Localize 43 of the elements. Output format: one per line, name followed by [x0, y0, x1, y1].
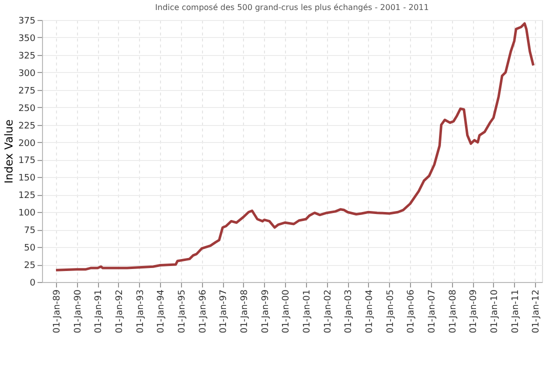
x-tick-label: 01-Jan-92 — [114, 290, 125, 334]
y-tick-label: 300 — [18, 68, 36, 79]
x-tick-label: 01-Jan-95 — [177, 290, 188, 334]
y-tick-label: 50 — [24, 244, 36, 254]
y-tick-label: 375 — [18, 16, 36, 26]
x-tick-label: 01-Jan-10 — [490, 289, 500, 334]
x-tick-label: 01-Jan-96 — [198, 289, 208, 334]
x-tick-label: 01-Jan-11 — [510, 290, 521, 334]
x-tick-label: 01-Jan-94 — [156, 289, 167, 334]
x-tick-label: 01-Jan-97 — [219, 290, 230, 334]
y-tick-label: 275 — [18, 86, 36, 96]
x-tick-label: 01-Jan-02 — [323, 290, 334, 334]
y-tick-label: 75 — [24, 226, 36, 236]
x-tick-label: 01-Jan-89 — [52, 289, 62, 334]
line-series — [54, 22, 535, 272]
y-tick-label: 100 — [18, 208, 36, 219]
x-tick-label: 01-Jan-05 — [386, 290, 396, 334]
y-tick-label: 125 — [18, 191, 36, 202]
y-tick-label: 25 — [24, 261, 36, 272]
y-axis-title: Index Value — [2, 119, 16, 184]
x-tick-label: 01-Jan-91 — [94, 290, 104, 334]
x-tick-label: 01-Jan-07 — [427, 290, 438, 334]
y-tick-label: 225 — [18, 121, 36, 132]
y-tick-label: 150 — [18, 174, 36, 184]
x-tick-label: 01-Jan-00 — [282, 289, 292, 334]
y-tick-label: 0 — [30, 278, 36, 288]
y-tick-label: 200 — [18, 138, 36, 149]
x-tick-label: 01-Jan-99 — [260, 289, 271, 334]
chart-title: Indice composé des 500 grand-crus les plus échangés - 2001 - 2011 — [155, 3, 429, 12]
x-tick-label: 01-Jan-93 — [136, 290, 146, 334]
y-tick-label: 350 — [18, 34, 36, 44]
x-tick-label: 01-Jan-09 — [469, 289, 480, 334]
x-tick-label: 01-Jan-12 — [532, 290, 542, 334]
y-tick-label: 325 — [18, 51, 36, 62]
y-tick-label: 250 — [18, 104, 36, 114]
x-tick-label: 01-Jan-03 — [344, 290, 354, 334]
y-tick-label: 175 — [18, 156, 36, 166]
x-tick-label: 01-Jan-08 — [448, 289, 458, 334]
x-tick-label: 01-Jan-04 — [364, 289, 375, 334]
x-tick-label: 01-Jan-90 — [73, 289, 84, 334]
x-tick-label: 01-Jan-01 — [302, 290, 312, 334]
x-tick-label: 01-Jan-06 — [406, 289, 417, 334]
x-tick-label: 01-Jan-98 — [240, 289, 250, 334]
